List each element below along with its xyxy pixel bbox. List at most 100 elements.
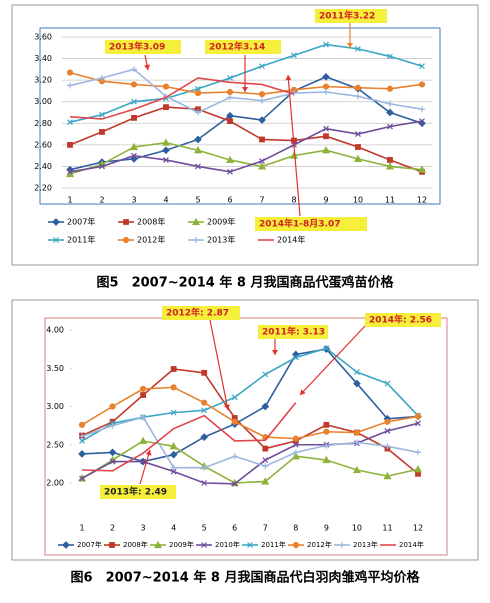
- point: [387, 123, 393, 130]
- x-tick-label: 7: [263, 524, 268, 533]
- legend-marker: [247, 542, 253, 548]
- y-tick-label: 2.00: [46, 479, 64, 488]
- point: [322, 455, 331, 464]
- point: [99, 163, 105, 170]
- point: [201, 369, 208, 376]
- point: [291, 52, 297, 59]
- point: [352, 465, 361, 474]
- point: [78, 450, 86, 458]
- annotation: 2011年: 3.13: [262, 326, 325, 338]
- series-line: [81, 368, 419, 475]
- annotation-arrowhead: [145, 450, 152, 456]
- legend-marker: [62, 541, 70, 549]
- point: [322, 73, 330, 81]
- point: [353, 379, 361, 388]
- x-tick-label: 3: [141, 524, 146, 533]
- point: [291, 451, 300, 460]
- point: [194, 135, 202, 144]
- point: [201, 480, 208, 486]
- plot-frame: [39, 27, 441, 205]
- series-line: [69, 71, 423, 95]
- point: [292, 449, 299, 456]
- point: [130, 81, 138, 88]
- legend-label: 2014年: [277, 235, 305, 245]
- y-tick-label: 2.40: [34, 162, 52, 171]
- point: [355, 93, 361, 100]
- point: [231, 480, 238, 487]
- annotation-arrow: [139, 449, 151, 485]
- point: [353, 429, 361, 436]
- x-tick-label: 11: [385, 196, 395, 205]
- point: [262, 463, 269, 470]
- point: [99, 129, 105, 135]
- point: [225, 155, 235, 164]
- annotation-arrowhead: [242, 87, 248, 92]
- legend-label: 2007年: [67, 217, 95, 227]
- point: [195, 85, 201, 92]
- annotation-arrowhead: [300, 389, 306, 395]
- legend-label: 2013年: [353, 540, 378, 549]
- point: [109, 458, 116, 465]
- chart: 2.002.503.003.504.001 2 3 4 5 6 7 8 9 10 11 122007年…: [44, 306, 448, 586]
- y-tick-label: 3.00: [34, 97, 52, 106]
- point: [109, 403, 116, 410]
- annotation: 2012年3.14: [209, 41, 265, 53]
- annotation: 2012年: 2.87: [166, 307, 229, 319]
- point: [227, 168, 233, 175]
- x-tick-label: 11: [382, 524, 392, 533]
- series-line: [69, 106, 423, 173]
- point: [161, 138, 171, 146]
- point: [201, 399, 208, 406]
- legend-marker: [339, 542, 345, 548]
- point: [108, 448, 117, 457]
- legend-label: 2009年: [169, 540, 194, 549]
- point: [321, 145, 331, 154]
- annotation-arrow: [299, 325, 366, 396]
- point: [131, 98, 137, 105]
- y-tick-label: 2.80: [34, 119, 52, 128]
- point: [323, 421, 330, 428]
- point: [170, 409, 177, 416]
- x-tick-label: 1: [79, 524, 84, 533]
- annotation: 2011年3.22: [319, 10, 375, 22]
- y-tick-label: 3.40: [34, 54, 52, 63]
- point: [109, 422, 116, 429]
- series-line: [69, 76, 423, 171]
- point: [387, 100, 393, 107]
- point: [384, 418, 391, 425]
- point: [195, 109, 201, 116]
- point: [170, 384, 177, 391]
- point: [231, 453, 238, 460]
- annotation: 2014年: 2.56: [369, 314, 432, 326]
- series-line: [81, 402, 297, 472]
- series-line: [69, 141, 423, 175]
- annotation-arrow: [209, 319, 229, 411]
- point: [292, 435, 299, 442]
- legend-label: 2008年: [137, 217, 165, 227]
- point: [140, 392, 146, 398]
- y-tick-label: 3.00: [46, 402, 64, 411]
- x-tick-label: 6: [232, 524, 237, 533]
- legend-label: 2013年: [207, 235, 235, 245]
- point: [78, 421, 86, 428]
- x-tick-label: 3: [131, 196, 136, 205]
- point: [354, 84, 362, 91]
- point: [67, 119, 73, 126]
- point: [417, 165, 427, 173]
- legend-marker: [191, 217, 201, 226]
- plot-frame: [44, 317, 448, 556]
- point: [259, 63, 265, 70]
- annotation-box: [162, 306, 240, 320]
- point: [355, 131, 361, 137]
- annotation-arrowhead: [224, 404, 230, 410]
- point: [259, 136, 265, 143]
- point: [163, 157, 169, 163]
- annotation-box: [365, 313, 441, 327]
- legend-label: 2012年: [307, 540, 332, 549]
- point: [323, 41, 329, 48]
- x-tick-label: 2: [99, 196, 104, 205]
- point: [140, 414, 147, 421]
- point: [384, 380, 391, 387]
- x-tick-label: 10: [352, 524, 362, 533]
- point: [292, 441, 299, 448]
